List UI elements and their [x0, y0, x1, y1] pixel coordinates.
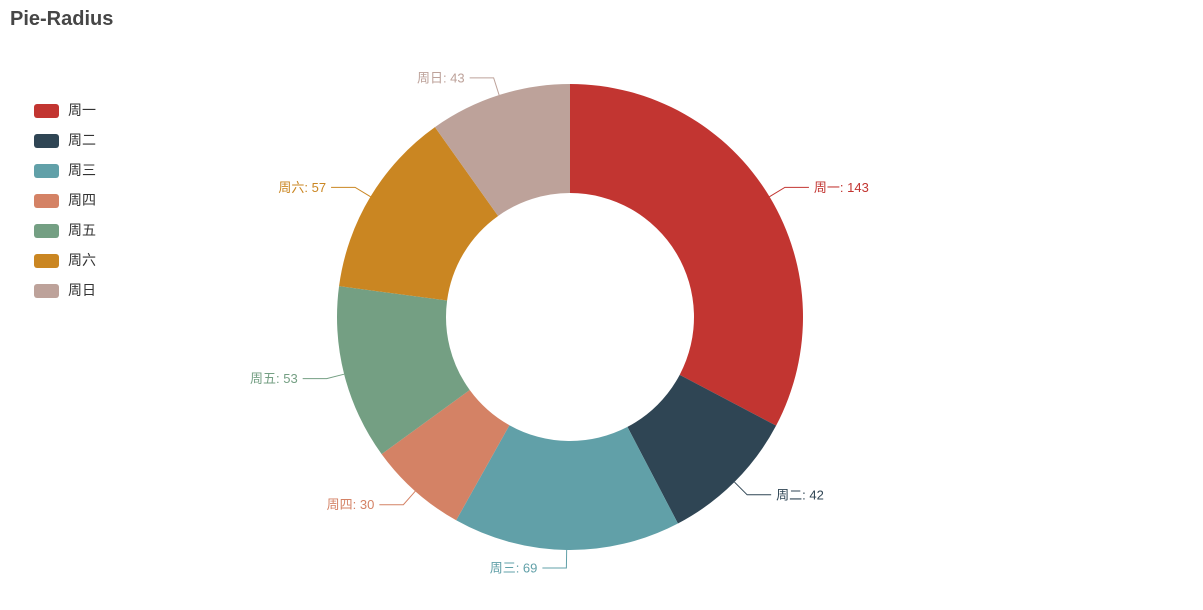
legend-item-周三[interactable]: 周三: [34, 163, 96, 178]
legend-swatch: [34, 283, 59, 298]
pie-slice-周一[interactable]: [570, 84, 803, 426]
legend-label: 周三: [68, 162, 96, 178]
pie-label-line-周一: [769, 186, 809, 198]
pie-label-周四: 周四: 30: [327, 497, 375, 512]
pie-label-line-周日: [469, 77, 500, 96]
legend-swatch: [34, 103, 59, 118]
pie-label-line-周四: [379, 490, 416, 506]
legend-swatch: [34, 133, 59, 148]
legend-swatch: [34, 193, 59, 208]
pie-label-line-周五: [302, 373, 345, 380]
pie-label-周一: 周一: 143: [814, 180, 869, 195]
pie-label-周六: 周六: 57: [278, 180, 326, 195]
pie-slice-周五[interactable]: [337, 286, 470, 455]
legend-label: 周六: [68, 252, 96, 268]
pie-slice-周三[interactable]: [456, 425, 678, 550]
chart-title: Pie-Radius: [10, 8, 114, 30]
legend-label: 周日: [68, 282, 96, 298]
legend-item-周二[interactable]: 周二: [34, 133, 96, 148]
legend-item-周五[interactable]: 周五: [34, 223, 96, 238]
pie-slice-周日[interactable]: [434, 84, 570, 216]
legend-item-周日[interactable]: 周日: [34, 283, 96, 298]
legend-swatch: [34, 163, 59, 178]
pie-slice-周二[interactable]: [627, 374, 777, 524]
pie-label-line-周六: [331, 186, 371, 198]
pie-label-周三: 周三: 69: [490, 560, 538, 575]
pie-label-周二: 周二: 42: [776, 487, 824, 502]
pie-label-line-周二: [734, 481, 772, 496]
pie-slice-周四[interactable]: [381, 389, 510, 521]
pie-label-周日: 周日: 43: [417, 70, 465, 85]
legend-item-周一[interactable]: 周一: [34, 103, 96, 118]
legend-label: 周二: [68, 132, 96, 148]
legend-item-周四[interactable]: 周四: [34, 193, 96, 208]
pie-slice-周六[interactable]: [339, 127, 499, 301]
legend-item-周六[interactable]: 周六: [34, 253, 96, 268]
legend-label: 周五: [68, 222, 96, 238]
legend-swatch: [34, 253, 59, 268]
legend-label: 周一: [68, 102, 96, 118]
pie-label-line-周三: [542, 549, 568, 569]
legend-swatch: [34, 223, 59, 238]
legend-label: 周四: [68, 192, 96, 208]
legend: 周一周二周三周四周五周六周日: [34, 103, 96, 313]
pie-label-周五: 周五: 53: [250, 371, 298, 386]
